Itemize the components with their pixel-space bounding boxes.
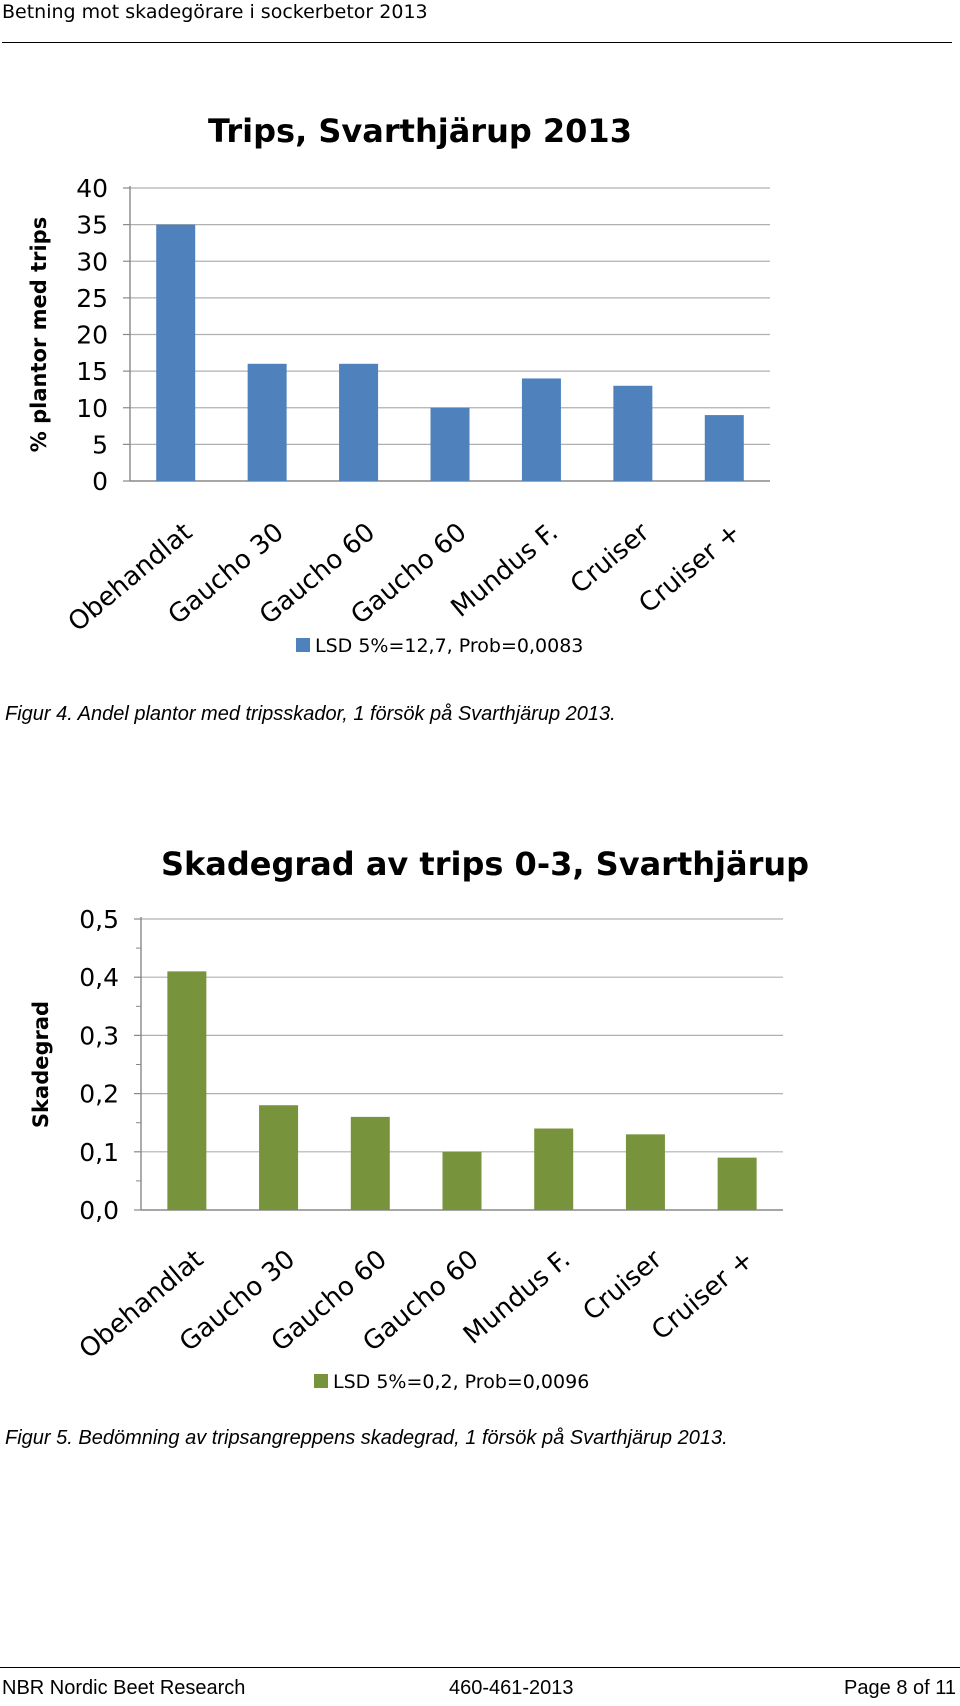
x-tick-label: Cruiser + — [633, 517, 746, 619]
x-tick-label: Cruiser + — [646, 1244, 759, 1346]
page-header: Betning mot skadegörare i sockerbetor 20… — [2, 0, 952, 43]
bar-4 — [442, 1151, 482, 1210]
chart-trips-svg: Trips, Svarthjärup 2013 % plantor med tri… — [27, 112, 770, 657]
figure-4-caption: Figur 4. Andel plantor med tripsskador, … — [5, 703, 616, 725]
y-tick-label: 0,2 — [79, 1080, 119, 1109]
bar-6 — [613, 385, 653, 481]
x-tick-label: Cruiser — [565, 517, 656, 600]
y-tick-label: 0,0 — [79, 1196, 119, 1225]
x-tick-label: Cruiser — [578, 1244, 669, 1327]
y-tick-label: 0,5 — [79, 905, 119, 934]
y-tick-label: 0,3 — [79, 1021, 119, 1050]
bar-7 — [704, 415, 744, 481]
footer-organization: NBR Nordic Beet Research — [2, 1677, 246, 1699]
bar-2 — [247, 363, 287, 481]
y-tick-label: 0,1 — [79, 1138, 119, 1167]
bar-1 — [156, 224, 196, 481]
y-tick-label: 40 — [76, 174, 108, 203]
page-footer: NBR Nordic Beet Research 460-461-2013 Pa… — [0, 1667, 960, 1706]
bar-6 — [625, 1134, 665, 1210]
y-axis-label: Skadegrad — [29, 1001, 53, 1128]
bar-5 — [521, 378, 561, 481]
legend-label: LSD 5%=0,2, Prob=0,0096 — [333, 1371, 589, 1393]
y-tick-label: 0,4 — [79, 963, 119, 992]
bar-7 — [717, 1157, 757, 1210]
legend-swatch — [296, 638, 310, 652]
chart-skadegrad: Skadegrad av trips 0-3, Svarthjärup Skade… — [0, 830, 960, 1410]
chart-skadegrad-svg: Skadegrad av trips 0-3, Svarthjärup Skade… — [29, 845, 809, 1393]
y-tick-label: 30 — [76, 247, 108, 276]
y-tick-label: 35 — [76, 211, 108, 240]
y-tick-label: 20 — [76, 321, 108, 350]
y-tick-label: 25 — [76, 284, 108, 313]
bar-2 — [259, 1105, 299, 1210]
y-tick-label: 0 — [92, 467, 108, 496]
y-axis-label: % plantor med trips — [27, 217, 51, 452]
bar-3 — [350, 1116, 390, 1210]
chart-title: Trips, Svarthjärup 2013 — [208, 112, 632, 150]
bar-4 — [430, 407, 470, 481]
header-title: Betning mot skadegörare i sockerbetor 20… — [2, 1, 428, 23]
y-tick-label: 15 — [76, 357, 108, 386]
figure-5-caption: Figur 5. Bedömning av tripsangreppens sk… — [5, 1427, 728, 1449]
chart-trips: Trips, Svarthjärup 2013 % plantor med tri… — [0, 95, 960, 675]
chart-title: Skadegrad av trips 0-3, Svarthjärup — [161, 845, 809, 883]
y-tick-label: 5 — [92, 430, 108, 459]
footer-report-number: 460-461-2013 — [449, 1677, 574, 1699]
legend-label: LSD 5%=12,7, Prob=0,0083 — [315, 635, 583, 657]
footer-page-number: Page 8 of 11 — [844, 1677, 956, 1699]
bar-5 — [534, 1128, 574, 1210]
legend-swatch — [314, 1374, 328, 1388]
bar-3 — [339, 363, 379, 481]
y-tick-label: 10 — [76, 394, 108, 423]
bar-1 — [167, 971, 207, 1210]
